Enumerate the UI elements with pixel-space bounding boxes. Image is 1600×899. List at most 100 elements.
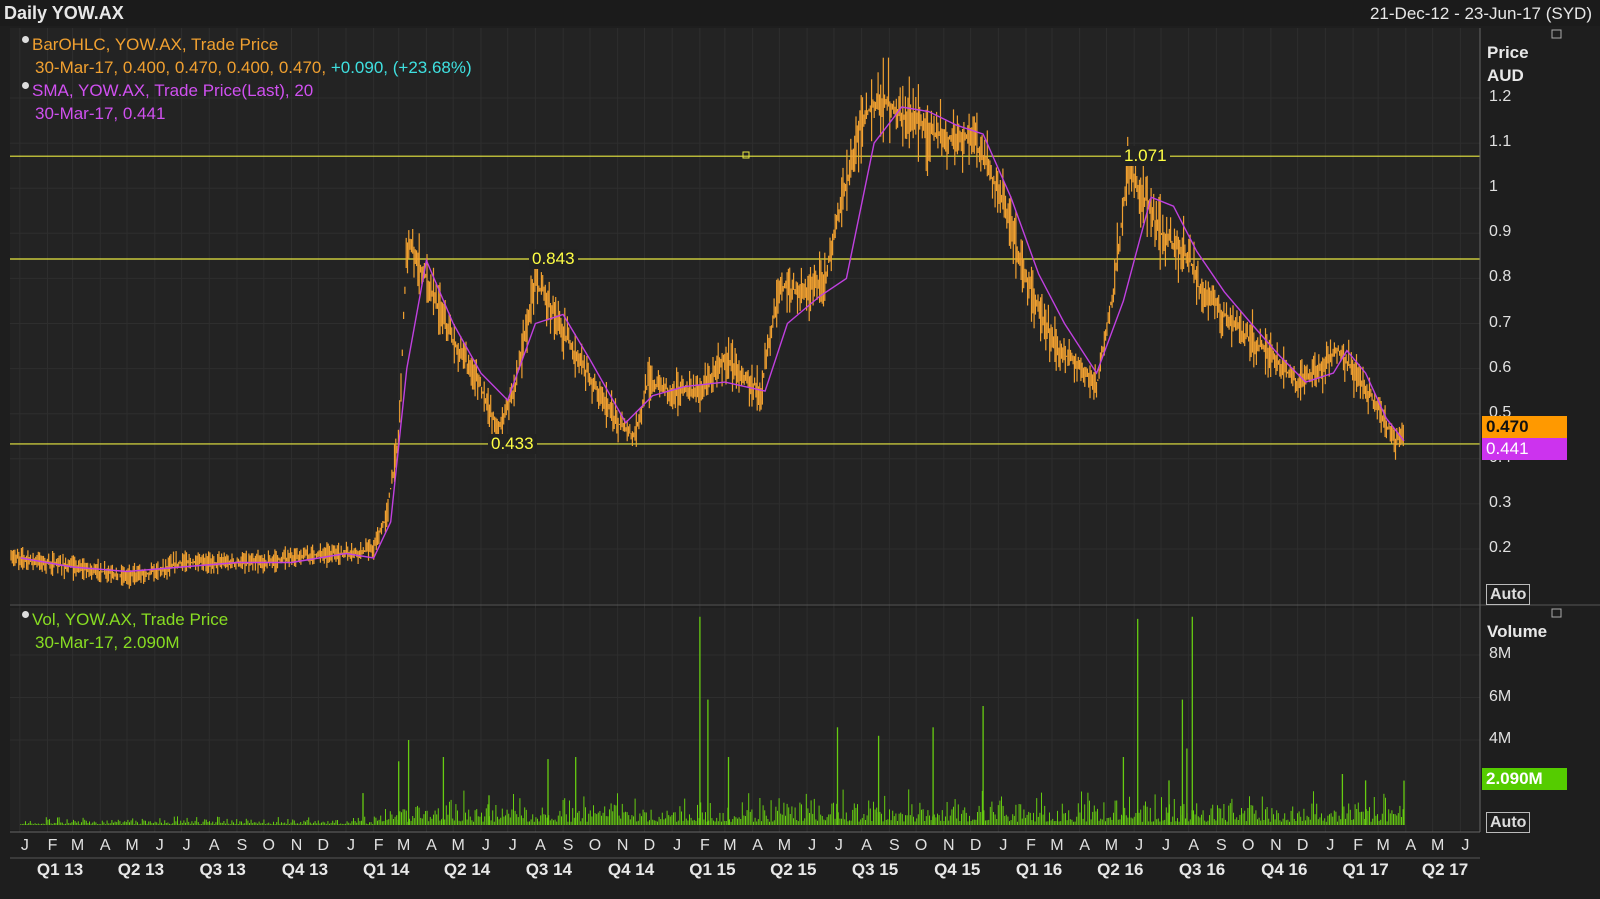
month-tick-label: F bbox=[1026, 837, 1036, 854]
quarter-tick-label: Q2 13 bbox=[117, 860, 165, 879]
quarter-tick-label: Q2 17 bbox=[1421, 860, 1469, 879]
price-legend[interactable]: BarOHLC, YOW.AX, Trade Price 30-Mar-17, … bbox=[22, 33, 472, 125]
month-tick-label: D bbox=[317, 837, 330, 854]
series-dot-icon bbox=[22, 611, 29, 618]
quarter-tick-label: Q1 14 bbox=[363, 860, 410, 879]
month-tick-label: O bbox=[262, 837, 276, 854]
price-tick-label: 0.2 bbox=[1489, 539, 1512, 556]
volume-legend-values: 30-Mar-17, 2.090M bbox=[35, 633, 180, 652]
ohlc-legend-values: 30-Mar-17, 0.400, 0.470, 0.400, 0.470, bbox=[35, 58, 327, 77]
price-axis-title-2: AUD bbox=[1487, 66, 1524, 85]
sma-legend-values: 30-Mar-17, 0.441 bbox=[35, 104, 166, 123]
month-tick-label: J bbox=[347, 837, 355, 854]
month-tick-label: M bbox=[777, 837, 792, 854]
volume-legend[interactable]: Vol, YOW.AX, Trade Price 30-Mar-17, 2.09… bbox=[22, 608, 228, 654]
panel-close-icon-2 bbox=[1551, 608, 1562, 618]
hline-label-0843[interactable]: 0.843 bbox=[529, 249, 578, 269]
price-tick-label: 0.7 bbox=[1489, 313, 1512, 331]
volume-tick-label: 8M bbox=[1489, 645, 1512, 662]
month-tick-label: S bbox=[888, 837, 900, 854]
month-tick-label: M bbox=[723, 837, 737, 854]
month-tick-label: M bbox=[1050, 837, 1064, 854]
hline-label-1071[interactable]: 1.071 bbox=[1121, 146, 1170, 166]
sma-value-tag: 0.441 bbox=[1482, 438, 1567, 460]
price-auto-button[interactable]: Auto bbox=[1486, 584, 1531, 605]
last-volume-tag: 2.090M bbox=[1482, 768, 1567, 790]
price-tick-label: 0.6 bbox=[1489, 358, 1512, 376]
month-tick-label: J bbox=[508, 837, 517, 854]
title-bar: Daily YOW.AX 21-Dec-12 - 23-Jun-17 (SYD) bbox=[0, 0, 1600, 26]
month-tick-label: J bbox=[481, 837, 490, 854]
volume-tick-label: 4M bbox=[1489, 730, 1512, 747]
last-price-tag: 0.470 bbox=[1482, 416, 1567, 438]
price-tick-label: 1.1 bbox=[1489, 133, 1512, 151]
month-tick-label: A bbox=[426, 837, 437, 854]
month-tick-label: M bbox=[1430, 837, 1445, 854]
month-tick-label: A bbox=[99, 837, 111, 854]
sma-line bbox=[20, 106, 1405, 573]
month-tick-label: A bbox=[861, 837, 872, 854]
sma-legend-title: SMA, YOW.AX, Trade Price(Last), 20 bbox=[32, 81, 314, 100]
month-tick-label: J bbox=[834, 837, 843, 854]
month-tick-label: A bbox=[1405, 837, 1417, 854]
panel-close-icon bbox=[1551, 29, 1562, 39]
month-tick-label: A bbox=[752, 837, 763, 854]
ohlc-legend-change: +0.090, (+23.68%) bbox=[330, 58, 472, 77]
hline-label-0433[interactable]: 0.433 bbox=[488, 434, 537, 454]
price-axis-title-1: Price bbox=[1487, 43, 1529, 62]
month-tick-label: A bbox=[208, 837, 220, 854]
month-tick-label: S bbox=[236, 837, 248, 854]
month-tick-label: J bbox=[673, 837, 682, 854]
month-tick-label: O bbox=[1241, 837, 1255, 854]
quarter-tick-label: Q1 13 bbox=[36, 860, 84, 879]
quarter-tick-label: Q3 16 bbox=[1178, 860, 1226, 879]
volume-legend-title: Vol, YOW.AX, Trade Price bbox=[32, 610, 229, 629]
month-tick-label: F bbox=[47, 837, 58, 854]
series-dot-icon bbox=[22, 82, 29, 89]
quarter-tick-label: Q4 13 bbox=[281, 860, 329, 879]
month-tick-label: A bbox=[1188, 837, 1200, 854]
quarter-tick-label: Q1 16 bbox=[1015, 860, 1063, 879]
volume-panel bbox=[10, 608, 1480, 830]
quarter-tick-label: Q4 15 bbox=[934, 860, 981, 879]
price-tick-label: 0.8 bbox=[1489, 268, 1512, 286]
month-tick-label: M bbox=[1376, 837, 1390, 854]
month-tick-label: M bbox=[397, 837, 411, 854]
month-tick-label: J bbox=[1161, 837, 1170, 854]
month-tick-label: M bbox=[125, 837, 139, 854]
month-tick-label: M bbox=[451, 837, 465, 854]
month-tick-label: D bbox=[643, 837, 656, 854]
month-tick-label: N bbox=[943, 837, 955, 854]
quarter-tick-label: Q3 14 bbox=[525, 860, 572, 879]
quarter-tick-label: Q2 15 bbox=[770, 860, 817, 879]
series-dot-icon bbox=[22, 36, 29, 43]
month-tick-label: D bbox=[969, 837, 982, 854]
price-tick-label: 0.3 bbox=[1489, 493, 1512, 511]
month-tick-label: J bbox=[155, 837, 164, 854]
quarter-tick-label: Q2 16 bbox=[1097, 860, 1144, 879]
month-tick-label: F bbox=[373, 837, 384, 854]
quarter-tick-label: Q3 15 bbox=[851, 860, 899, 879]
month-tick-label: N bbox=[290, 837, 303, 854]
volume-axis-title: Volume bbox=[1487, 622, 1548, 641]
month-tick-label: A bbox=[1079, 837, 1090, 854]
month-tick-label: O bbox=[588, 837, 602, 854]
month-tick-label: S bbox=[1216, 837, 1227, 854]
month-tick-label: J bbox=[1461, 837, 1470, 854]
month-tick-label: N bbox=[1270, 837, 1282, 854]
price-tick-label: 0.9 bbox=[1489, 223, 1512, 241]
volume-auto-button[interactable]: Auto bbox=[1486, 812, 1531, 833]
month-tick-label: F bbox=[1353, 837, 1363, 854]
ohlc-legend-title: BarOHLC, YOW.AX, Trade Price bbox=[32, 35, 279, 54]
date-range[interactable]: 21-Dec-12 - 23-Jun-17 (SYD) bbox=[1369, 4, 1592, 23]
price-panel bbox=[10, 28, 1480, 604]
month-tick-label: M bbox=[1104, 837, 1119, 854]
month-tick-label: J bbox=[808, 837, 817, 854]
quarter-tick-label: Q4 14 bbox=[607, 860, 655, 879]
month-tick-label: J bbox=[1326, 837, 1335, 854]
month-tick-label: J bbox=[1135, 837, 1144, 854]
month-tick-label: S bbox=[562, 837, 574, 854]
month-tick-label: O bbox=[914, 837, 928, 854]
quarter-tick-label: Q1 15 bbox=[689, 860, 736, 879]
